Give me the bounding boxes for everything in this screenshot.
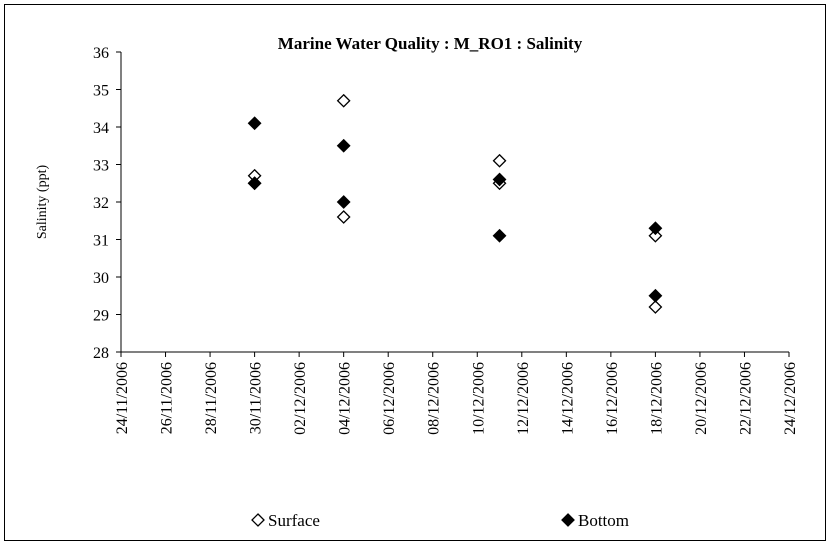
x-tick-label: 02/12/2006 xyxy=(292,362,309,435)
x-tick-label: 06/12/2006 xyxy=(381,362,398,435)
x-tick-label: 22/12/2006 xyxy=(737,362,754,435)
chart-frame xyxy=(4,4,826,541)
x-tick-label: 18/12/2006 xyxy=(648,362,665,435)
surface-point xyxy=(336,210,351,224)
bottom-point xyxy=(492,172,507,187)
y-tick-label: 32 xyxy=(93,195,109,212)
y-tick-label: 35 xyxy=(93,83,109,100)
bottom-point xyxy=(648,288,663,303)
surface-point xyxy=(648,228,663,243)
bottom-point xyxy=(336,195,351,209)
bottom-point xyxy=(247,176,262,191)
x-tick-label: 16/12/2006 xyxy=(604,362,621,435)
y-tick-label: 34 xyxy=(93,120,109,137)
x-tick-label: 12/12/2006 xyxy=(515,362,532,435)
y-tick-labels: 28 29 30 31 32 33 34 35 36 xyxy=(93,45,109,362)
bottom-point xyxy=(492,228,507,243)
y-tick-label: 28 xyxy=(93,345,109,362)
x-tick-label: 26/11/2006 xyxy=(159,362,176,434)
chart-title: Marine Water Quality : M_RO1 : Salinity xyxy=(278,34,583,53)
x-tick-label: 14/12/2006 xyxy=(559,362,576,435)
legend-bottom-label: Bottom xyxy=(578,511,629,530)
x-tick-label: 08/12/2006 xyxy=(426,362,443,435)
y-tick-label: 30 xyxy=(93,270,109,287)
x-tick-label: 24/12/2006 xyxy=(782,362,799,435)
x-tick-labels: 24/11/2006 26/11/2006 28/11/2006 30/11/2006… xyxy=(114,362,799,435)
data-points xyxy=(247,93,663,314)
x-tick-label: 24/11/2006 xyxy=(114,362,131,434)
y-tick-label: 36 xyxy=(93,45,109,62)
surface-point xyxy=(492,153,507,168)
axes xyxy=(116,51,790,357)
y-axis-label: Salinity (ppt) xyxy=(35,165,50,240)
x-tick-label: 28/11/2006 xyxy=(203,362,220,434)
x-tick-label: 20/12/2006 xyxy=(693,362,710,435)
y-tick-label: 31 xyxy=(93,233,109,250)
bottom-point xyxy=(247,116,262,131)
surface-point xyxy=(648,300,663,314)
bottom-point xyxy=(336,138,351,153)
surface-point xyxy=(336,93,351,108)
x-tick-label: 04/12/2006 xyxy=(337,362,354,435)
y-tick-label: 33 xyxy=(93,158,109,175)
x-tick-label: 30/11/2006 xyxy=(248,362,265,434)
legend-bottom-marker xyxy=(561,513,575,527)
legend-surface-label: Surface xyxy=(268,511,320,530)
y-tick-label: 29 xyxy=(93,308,109,325)
legend-surface-marker xyxy=(251,513,265,527)
legend: Surface Bottom xyxy=(251,511,629,530)
bottom-point xyxy=(648,221,663,236)
x-tick-label: 10/12/2006 xyxy=(470,362,487,435)
